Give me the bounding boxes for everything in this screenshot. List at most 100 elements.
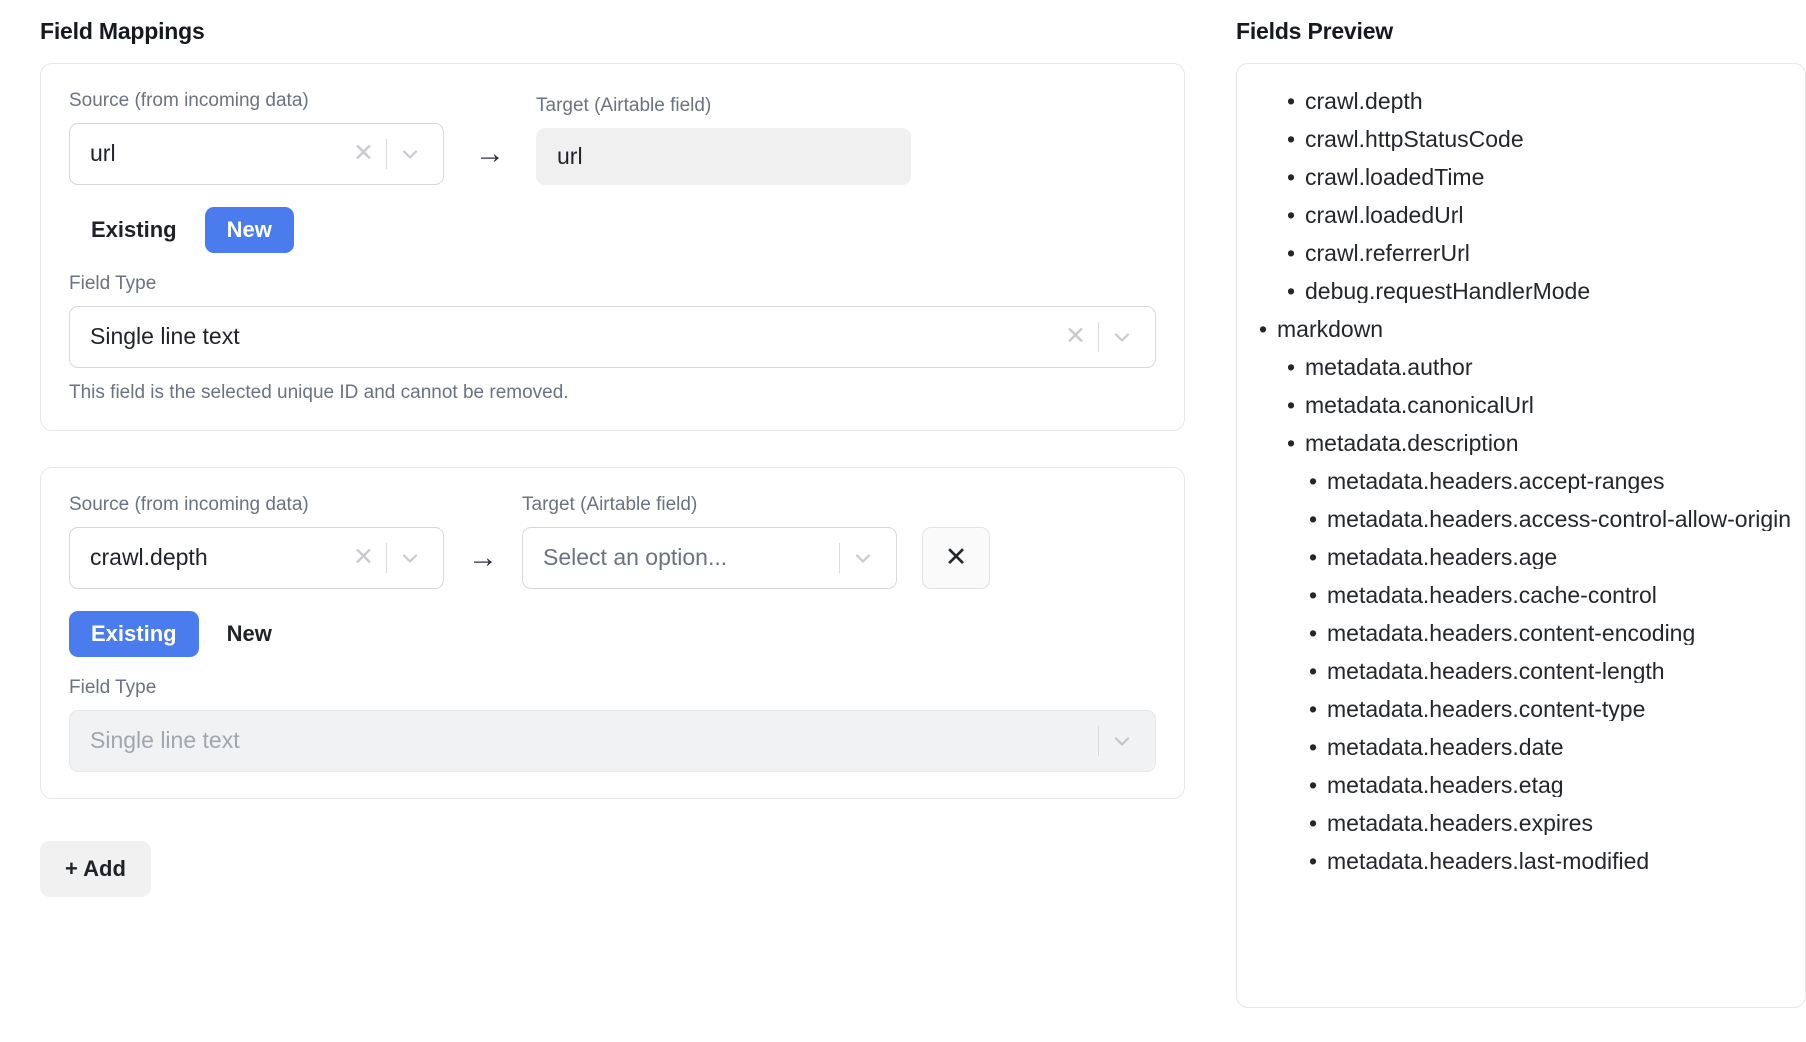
bullet-icon: •: [1287, 356, 1296, 379]
toggle-existing-button[interactable]: Existing: [69, 610, 199, 657]
field-preview-item: • crawl.referrerUrl: [1237, 242, 1805, 265]
chevron-down-icon: [1099, 729, 1145, 753]
add-mapping-button[interactable]: + Add: [40, 840, 151, 897]
chevron-down-icon[interactable]: [387, 546, 433, 570]
target-select-value: Select an option...: [543, 544, 728, 571]
field-preview-label: metadata.headers.date: [1327, 736, 1564, 759]
bullet-icon: •: [1309, 850, 1318, 873]
unique-id-helper-text: This field is the selected unique ID and…: [69, 381, 569, 403]
arrow-right-icon: →: [475, 136, 505, 170]
field-preview-item: • crawl.depth: [1237, 90, 1805, 113]
target-select[interactable]: Select an option...: [522, 526, 897, 589]
field-preview-label: debug.requestHandlerMode: [1305, 280, 1591, 303]
field-preview-item: • metadata.headers.date: [1237, 736, 1805, 759]
field-preview-item: • debug.requestHandlerMode: [1237, 280, 1805, 303]
mapping-row: Source (from incoming data) url ✕ → Targ…: [69, 90, 1156, 185]
field-preview-item: • metadata.headers.content-length: [1237, 660, 1805, 683]
field-preview-label: crawl.httpStatusCode: [1305, 128, 1524, 151]
field-preview-item: • metadata.headers.expires: [1237, 812, 1805, 835]
bullet-icon: •: [1287, 242, 1296, 265]
source-label: Source (from incoming data): [69, 90, 309, 111]
bullet-icon: •: [1309, 546, 1318, 569]
clear-icon[interactable]: ✕: [1065, 322, 1086, 351]
field-mappings-panel: Field Mappings Source (from incoming dat…: [40, 18, 1185, 897]
divider: [386, 138, 387, 169]
fields-preview-title: Fields Preview: [1236, 18, 1393, 44]
field-preview-label: crawl.depth: [1305, 90, 1423, 113]
bullet-icon: •: [1287, 432, 1296, 455]
field-preview-item: • markdown: [1237, 318, 1805, 341]
bullet-icon: •: [1309, 812, 1318, 835]
field-preview-label: metadata.canonicalUrl: [1305, 394, 1534, 417]
source-label: Source (from incoming data): [69, 493, 309, 515]
bullet-icon: •: [1309, 736, 1318, 759]
fields-preview-panel: Fields Preview • crawl.depth • crawl.httpSt…: [1218, 0, 1806, 1042]
mapping-card: Source (from incoming data) url ✕ → Targ…: [40, 63, 1185, 431]
bullet-icon: •: [1287, 204, 1296, 227]
close-icon: ✕: [944, 542, 968, 573]
bullet-icon: •: [1309, 508, 1318, 531]
source-select[interactable]: crawl.depth ✕: [69, 526, 444, 589]
target-group: Target (Airtable field) url: [536, 95, 911, 185]
bullet-icon: •: [1309, 584, 1318, 607]
bullet-icon: •: [1309, 660, 1318, 683]
field-preview-label: metadata.headers.content-length: [1327, 660, 1665, 683]
target-group: Target (Airtable field) Select an option…: [522, 494, 897, 589]
field-preview-item: • crawl.httpStatusCode: [1237, 128, 1805, 151]
arrow-right-icon: →: [468, 540, 498, 574]
field-preview-item: • metadata.canonicalUrl: [1237, 394, 1805, 417]
target-readonly-value: url: [536, 127, 911, 185]
mapping-row: Source (from incoming data) crawl.depth …: [69, 494, 1156, 589]
bullet-icon: •: [1287, 394, 1296, 417]
page-title: Field Mappings: [40, 18, 205, 44]
field-preview-item: • metadata.headers.content-encoding: [1237, 622, 1805, 645]
field-preview-label: metadata.headers.accept-ranges: [1327, 470, 1665, 493]
source-select[interactable]: url ✕: [69, 122, 444, 185]
chevron-down-icon[interactable]: [1099, 325, 1145, 349]
field-preview-item: • metadata.headers.age: [1237, 546, 1805, 569]
field-type-select[interactable]: Single line text ✕: [69, 305, 1156, 368]
source-group: Source (from incoming data) url ✕: [69, 90, 444, 185]
field-preview-item: • metadata.headers.accept-ranges: [1237, 470, 1805, 493]
bullet-icon: •: [1287, 128, 1296, 151]
clear-icon[interactable]: ✕: [353, 139, 374, 168]
field-preview-item: • crawl.loadedTime: [1237, 166, 1805, 189]
field-preview-item: • metadata.headers.last-modified: [1237, 850, 1805, 873]
divider: [386, 542, 387, 573]
divider: [839, 542, 840, 573]
divider: [1098, 725, 1099, 756]
field-preview-label: metadata.headers.cache-control: [1327, 584, 1657, 607]
bullet-icon: •: [1287, 280, 1296, 303]
field-preview-label: crawl.loadedTime: [1305, 166, 1485, 189]
remove-mapping-button[interactable]: ✕: [922, 526, 990, 589]
field-preview-label: crawl.referrerUrl: [1305, 242, 1470, 265]
field-preview-label: metadata.author: [1305, 356, 1473, 379]
field-mode-toggle: Existing New: [69, 206, 1156, 253]
bullet-icon: •: [1309, 774, 1318, 797]
mapping-card: Source (from incoming data) crawl.depth …: [40, 466, 1185, 799]
mapping-arrow: →: [444, 123, 536, 185]
clear-icon[interactable]: ✕: [353, 543, 374, 572]
field-preview-label: metadata.headers.content-encoding: [1327, 622, 1696, 645]
source-select-value: url: [90, 140, 116, 167]
fields-preview-box: • crawl.depth • crawl.httpStatusCode • crawl.…: [1236, 63, 1806, 1008]
field-preview-item: • metadata.headers.content-type: [1237, 698, 1805, 721]
mapping-arrow: →: [444, 527, 522, 589]
field-preview-item: • metadata.headers.access-control-allow-o…: [1237, 508, 1805, 531]
source-select-value: crawl.depth: [90, 544, 208, 571]
field-preview-label: metadata.headers.content-type: [1327, 698, 1646, 721]
field-preview-label: markdown: [1277, 318, 1384, 341]
field-preview-label: metadata.headers.expires: [1327, 812, 1593, 835]
field-preview-label: metadata.headers.access-control-allow-or…: [1327, 508, 1792, 531]
toggle-new-button[interactable]: New: [205, 611, 294, 657]
toggle-new-button[interactable]: New: [204, 206, 294, 253]
chevron-down-icon[interactable]: [387, 142, 433, 166]
toggle-existing-button[interactable]: Existing: [69, 207, 199, 253]
field-preview-label: metadata.description: [1305, 432, 1519, 455]
field-type-select: Single line text: [69, 709, 1156, 772]
chevron-down-icon[interactable]: [840, 546, 886, 570]
field-preview-item: • metadata.headers.etag: [1237, 774, 1805, 797]
field-preview-label: metadata.headers.age: [1327, 546, 1558, 569]
field-preview-item: • crawl.loadedUrl: [1237, 204, 1805, 227]
